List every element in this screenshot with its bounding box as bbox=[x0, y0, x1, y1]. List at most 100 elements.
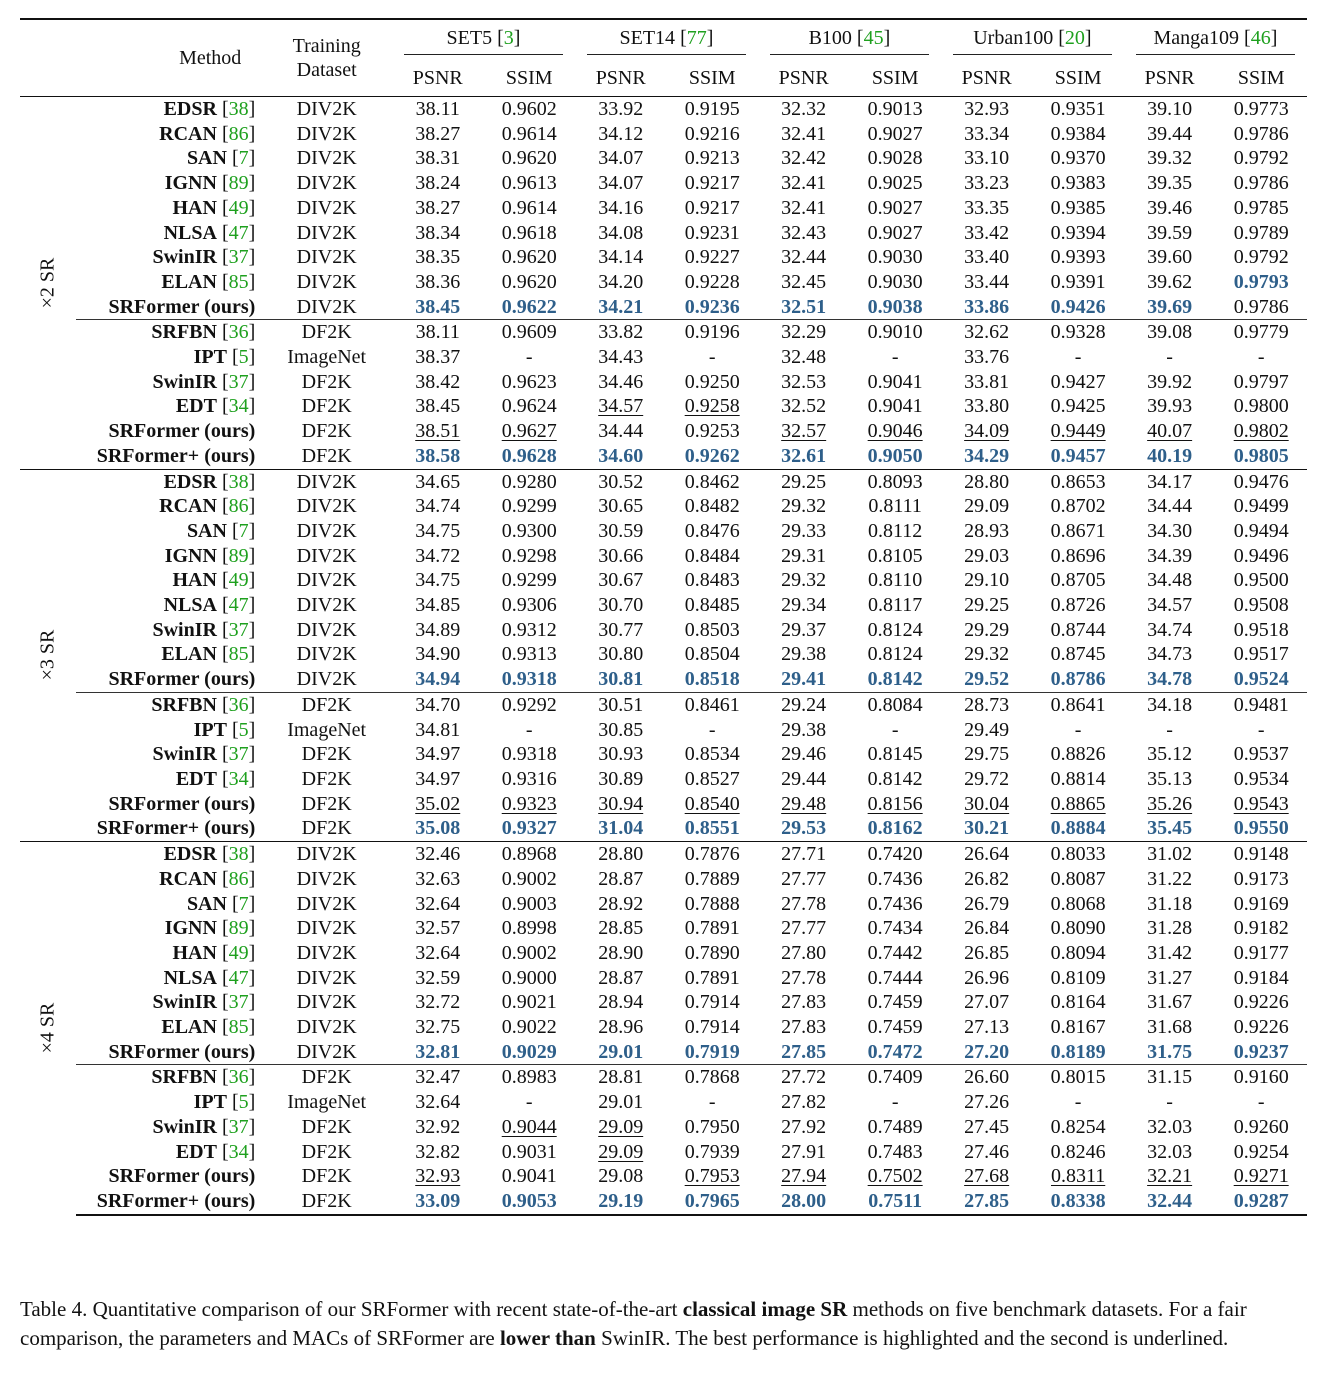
metric-value: 32.81 bbox=[415, 1040, 461, 1063]
metric-value: 33.34 bbox=[964, 122, 1010, 145]
metric-value: - bbox=[1257, 1091, 1265, 1114]
psnr-cell: 38.37 bbox=[392, 345, 483, 370]
psnr-cell: 27.83 bbox=[758, 990, 849, 1015]
metric-value: - bbox=[1074, 718, 1082, 741]
metric-value: 0.8483 bbox=[684, 569, 740, 592]
training-dataset-cell: DF2K bbox=[301, 792, 352, 815]
metric-value: 0.9148 bbox=[1233, 843, 1289, 866]
ssim-cell: 0.9299 bbox=[483, 494, 574, 519]
metric-value: 0.9299 bbox=[501, 495, 557, 518]
psnr-cell: 29.03 bbox=[941, 544, 1032, 569]
method-name: ELAN bbox=[161, 1016, 217, 1039]
psnr-cell: 39.44 bbox=[1124, 122, 1215, 147]
table-row: SRFormer (ours) DF2K 32.93 0.9041 29.08 0.795… bbox=[20, 1164, 1307, 1189]
ssim-cell: 0.8484 bbox=[666, 544, 757, 569]
metric-value: 0.7459 bbox=[867, 991, 923, 1014]
metric-value: 0.9786 bbox=[1233, 122, 1289, 145]
method-name: SRFormer (ours) bbox=[108, 668, 256, 691]
metric-value: 0.9786 bbox=[1233, 172, 1289, 195]
metric-value: 29.41 bbox=[781, 668, 827, 691]
method-ref: 34 bbox=[228, 767, 249, 790]
ssim-cell: 0.9013 bbox=[849, 95, 941, 122]
ssim-cell: 0.8462 bbox=[666, 468, 758, 495]
ssim-cell: 0.7965 bbox=[666, 1188, 758, 1216]
metric-value: 0.7919 bbox=[684, 1040, 740, 1063]
psnr-cell: 34.17 bbox=[1123, 468, 1216, 495]
metric-value: 34.75 bbox=[415, 519, 461, 542]
training-dataset-cell: DIV2K bbox=[296, 246, 357, 269]
ssim-cell: 0.9029 bbox=[483, 1040, 574, 1065]
method-ref-open: [ bbox=[216, 370, 229, 393]
metric-value: 0.7434 bbox=[867, 917, 923, 940]
metric-value: 27.94 bbox=[781, 1165, 827, 1188]
metric-value: 29.34 bbox=[781, 594, 827, 617]
psnr-cell: 30.59 bbox=[575, 519, 666, 544]
metric-value: 27.91 bbox=[781, 1140, 827, 1163]
ssim-cell: 0.8653 bbox=[1032, 468, 1124, 495]
ssim-cell: 0.8485 bbox=[666, 593, 757, 618]
method-cell: SRFormer (ours) bbox=[76, 1040, 261, 1065]
metric-value: 0.9160 bbox=[1233, 1066, 1289, 1089]
psnr-cell: 33.82 bbox=[574, 319, 667, 346]
training-dataset-cell: DIV2K bbox=[296, 941, 357, 964]
psnr-cell: 29.53 bbox=[758, 816, 849, 841]
metric-value: 27.77 bbox=[781, 917, 827, 940]
ssim-cell: 0.9773 bbox=[1215, 95, 1307, 122]
method-ref-close: ] bbox=[248, 594, 256, 617]
psnr-cell: 33.35 bbox=[941, 196, 1032, 221]
psnr-cell: 32.43 bbox=[758, 221, 849, 246]
metric-value: 0.9041 bbox=[867, 395, 923, 418]
metric-value: 30.51 bbox=[598, 693, 644, 716]
ssim-cell: 0.9517 bbox=[1215, 642, 1307, 667]
method-cell: NLSA [47] bbox=[76, 593, 261, 618]
psnr-cell: 31.27 bbox=[1124, 966, 1215, 991]
psnr-cell: 32.45 bbox=[758, 270, 849, 295]
psnr-cell: 28.85 bbox=[575, 916, 666, 941]
metric-value: 0.8189 bbox=[1050, 1040, 1106, 1063]
method-cell: HAN [49] bbox=[76, 941, 261, 966]
psnr-cell: 38.34 bbox=[392, 221, 483, 246]
metric-value: 27.20 bbox=[964, 1040, 1010, 1063]
psnr-cell: 35.02 bbox=[392, 792, 483, 817]
results-table: Method Training Dataset SET5 [3] SET14 [77]… bbox=[20, 18, 1307, 1216]
metric-value: 0.8167 bbox=[1050, 1016, 1106, 1039]
table-row: HAN [49] DIV2K 34.75 0.9299 30.67 0.8483 29.32… bbox=[20, 568, 1307, 593]
psnr-cell: 38.45 bbox=[392, 394, 483, 419]
metric-value: 31.68 bbox=[1147, 1016, 1193, 1039]
ssim-cell: 0.9041 bbox=[849, 370, 940, 395]
psnr-cell: 31.75 bbox=[1124, 1040, 1215, 1065]
psnr-cell: 34.70 bbox=[392, 691, 484, 718]
ssim-cell: 0.9318 bbox=[483, 667, 574, 692]
metric-value: 40.07 bbox=[1147, 420, 1193, 443]
psnr-cell: 26.60 bbox=[940, 1064, 1033, 1091]
psnr-cell: 32.42 bbox=[758, 146, 849, 171]
ssim-cell: 0.8142 bbox=[849, 667, 940, 692]
ssim-cell: - bbox=[1032, 345, 1124, 370]
method-cell: SwinIR [37] bbox=[76, 618, 261, 643]
ssim-cell: 0.9312 bbox=[483, 618, 574, 643]
psnr-cell: 33.80 bbox=[941, 394, 1032, 419]
metric-value: 0.9000 bbox=[501, 966, 557, 989]
metric-value: 0.8551 bbox=[684, 817, 740, 840]
ssim-cell: 0.9613 bbox=[483, 171, 574, 196]
metric-value: 0.9021 bbox=[501, 991, 557, 1014]
metric-value: 34.30 bbox=[1147, 519, 1193, 542]
ssim-cell: 0.9476 bbox=[1215, 468, 1307, 495]
metric-value: 0.9385 bbox=[1050, 196, 1106, 219]
psnr-cell: 27.85 bbox=[940, 1188, 1033, 1216]
scale-cell: ×4 SR bbox=[20, 841, 77, 1215]
metric-value: 0.9217 bbox=[684, 172, 740, 195]
metric-value: 33.92 bbox=[598, 98, 644, 120]
method-ref-close: ] bbox=[248, 495, 256, 518]
method-ref-close: ] bbox=[248, 892, 256, 915]
table-row: IPT [5] ImageNet 38.37 - 34.43 - 32.48 - 33.76 - -… bbox=[20, 345, 1307, 370]
metric-value: 38.42 bbox=[415, 370, 461, 393]
metric-value: 32.47 bbox=[415, 1066, 461, 1089]
psnr-cell: 39.93 bbox=[1124, 394, 1215, 419]
metric-value: 0.7420 bbox=[867, 843, 923, 866]
method-ref: 38 bbox=[228, 843, 249, 866]
metric-value: 0.8124 bbox=[867, 643, 923, 666]
metric-value: 0.9271 bbox=[1233, 1165, 1289, 1188]
metric-value: 28.00 bbox=[781, 1189, 827, 1212]
ssim-cell: 0.8087 bbox=[1032, 867, 1124, 892]
